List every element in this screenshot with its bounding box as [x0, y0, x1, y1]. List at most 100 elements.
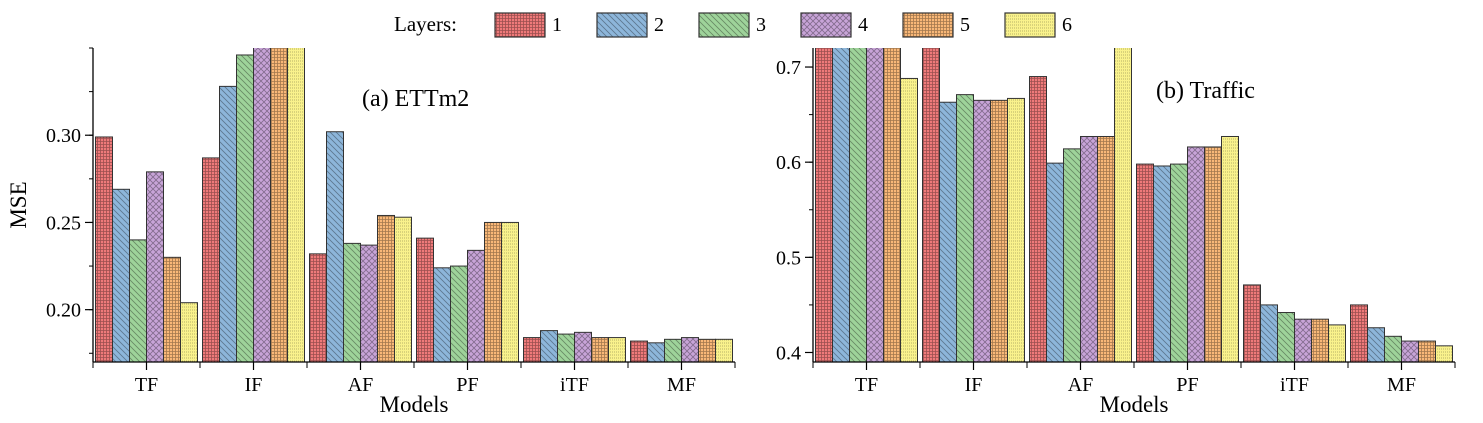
bar-tf-layer-3: [849, 48, 867, 362]
bar-mf-layer-2: [647, 342, 665, 362]
legend-item-5: 5: [902, 12, 970, 38]
bar-pf-layer-1: [1136, 163, 1154, 362]
x-tick-label: AF: [1068, 374, 1094, 396]
bar-itf-layer-1: [523, 337, 541, 362]
bar-pf-layer-4: [467, 249, 485, 362]
panel-label: (a) ETTm2: [362, 86, 469, 112]
x-axis-title: Models: [1100, 392, 1169, 417]
legend-swatch: [902, 12, 954, 38]
bar-itf-layer-2: [540, 330, 558, 362]
legend-label: 3: [756, 14, 766, 36]
bar-if-layer-4: [253, 48, 271, 362]
bar-tf-layer-5: [883, 48, 901, 362]
bar-if-layer-2: [219, 85, 237, 362]
bar-af-layer-3: [1063, 148, 1081, 362]
bar-mf-layer-2: [1367, 327, 1385, 362]
bar-af-layer-6: [1114, 48, 1132, 362]
bar-if-layer-4: [973, 99, 991, 362]
legend: Layers: 1 2 3 4 5 6: [394, 12, 1072, 38]
bar-itf-layer-5: [591, 337, 609, 362]
bar-tf-layer-2: [832, 48, 850, 362]
legend-item-6: 6: [1004, 12, 1072, 38]
y-tick-label: 0.4: [776, 342, 801, 364]
bar-mf-layer-1: [630, 340, 648, 362]
bar-itf-layer-5: [1311, 318, 1329, 362]
bar-if-layer-6: [287, 48, 305, 362]
legend-item-4: 4: [800, 12, 868, 38]
bar-itf-layer-3: [557, 333, 575, 362]
legend-swatch: [494, 12, 546, 38]
legend-item-3: 3: [698, 12, 766, 38]
x-tick-label: IF: [245, 374, 263, 396]
bar-tf-layer-4: [866, 48, 884, 362]
bar-af-layer-5: [377, 214, 395, 362]
x-tick-label: iTF: [1280, 374, 1309, 396]
bar-itf-layer-6: [608, 337, 626, 362]
bar-pf-layer-6: [1221, 135, 1239, 362]
bar-af-layer-4: [1080, 135, 1098, 362]
bar-itf-layer-2: [1260, 304, 1278, 362]
x-axis-title: Models: [380, 392, 449, 417]
bar-mf-layer-5: [1418, 340, 1436, 362]
bar-tf-layer-5: [163, 256, 181, 362]
y-tick-label: 0.5: [776, 247, 801, 269]
bar-if-layer-6: [1007, 97, 1025, 362]
legend-swatch: [1004, 12, 1056, 38]
bar-itf-layer-4: [1294, 318, 1312, 362]
legend-label: 4: [858, 14, 868, 36]
bar-af-layer-1: [309, 253, 327, 362]
legend-item-1: 1: [494, 12, 562, 38]
bar-pf-layer-2: [1153, 165, 1171, 362]
bar-itf-layer-4: [574, 331, 592, 362]
x-tick-label: TF: [855, 374, 878, 396]
bar-mf-layer-3: [1384, 335, 1402, 362]
legend-label: 1: [552, 14, 562, 36]
bar-pf-layer-1: [416, 237, 434, 362]
bar-af-layer-3: [343, 242, 361, 362]
bar-mf-layer-4: [681, 337, 699, 362]
legend-swatch: [698, 12, 750, 38]
legend-label: 5: [960, 14, 970, 36]
bar-if-layer-3: [236, 54, 254, 362]
bar-tf-layer-6: [900, 77, 918, 362]
x-tick-label: MF: [667, 374, 696, 396]
legend-title: Layers:: [394, 12, 457, 36]
bar-if-layer-3: [956, 94, 974, 362]
bar-tf-layer-3: [129, 239, 147, 362]
bar-af-layer-6: [394, 216, 412, 362]
bar-if-layer-5: [990, 99, 1008, 362]
bar-pf-layer-2: [433, 267, 451, 362]
legend-items: 1 2 3 4 5 6: [494, 12, 1072, 38]
bars: [95, 48, 733, 362]
bar-tf-layer-4: [146, 171, 164, 362]
panel-label: (b) Traffic: [1156, 78, 1255, 104]
x-tick-label: PF: [456, 374, 478, 396]
x-tick-label: TF: [135, 374, 158, 396]
bar-mf-layer-4: [1401, 340, 1419, 362]
bar-itf-layer-3: [1277, 312, 1295, 362]
bar-pf-layer-6: [501, 221, 519, 362]
legend-label: 2: [654, 14, 664, 36]
bar-mf-layer-6: [1435, 345, 1453, 362]
x-tick-label: iTF: [560, 374, 589, 396]
y-tick-label: 0.25: [46, 212, 81, 234]
bar-pf-layer-3: [450, 265, 468, 362]
bar-mf-layer-1: [1350, 304, 1368, 362]
y-tick-label: 0.7: [776, 57, 801, 79]
y-tick-label: 0.20: [46, 300, 81, 322]
bars: [815, 48, 1453, 362]
legend-swatch: [800, 12, 852, 38]
bar-tf-layer-6: [180, 302, 198, 362]
bar-if-layer-2: [939, 101, 957, 362]
bar-if-layer-1: [922, 48, 940, 362]
bar-if-layer-5: [270, 48, 288, 362]
bar-mf-layer-5: [698, 338, 716, 362]
bar-af-layer-5: [1097, 135, 1115, 362]
x-tick-label: AF: [348, 374, 374, 396]
bar-tf-layer-1: [815, 48, 833, 362]
bar-tf-layer-1: [95, 136, 113, 362]
bar-itf-layer-1: [1243, 284, 1261, 362]
bar-af-layer-2: [1046, 162, 1064, 362]
y-tick-label: 0.6: [776, 152, 801, 174]
bar-mf-layer-3: [664, 338, 682, 362]
